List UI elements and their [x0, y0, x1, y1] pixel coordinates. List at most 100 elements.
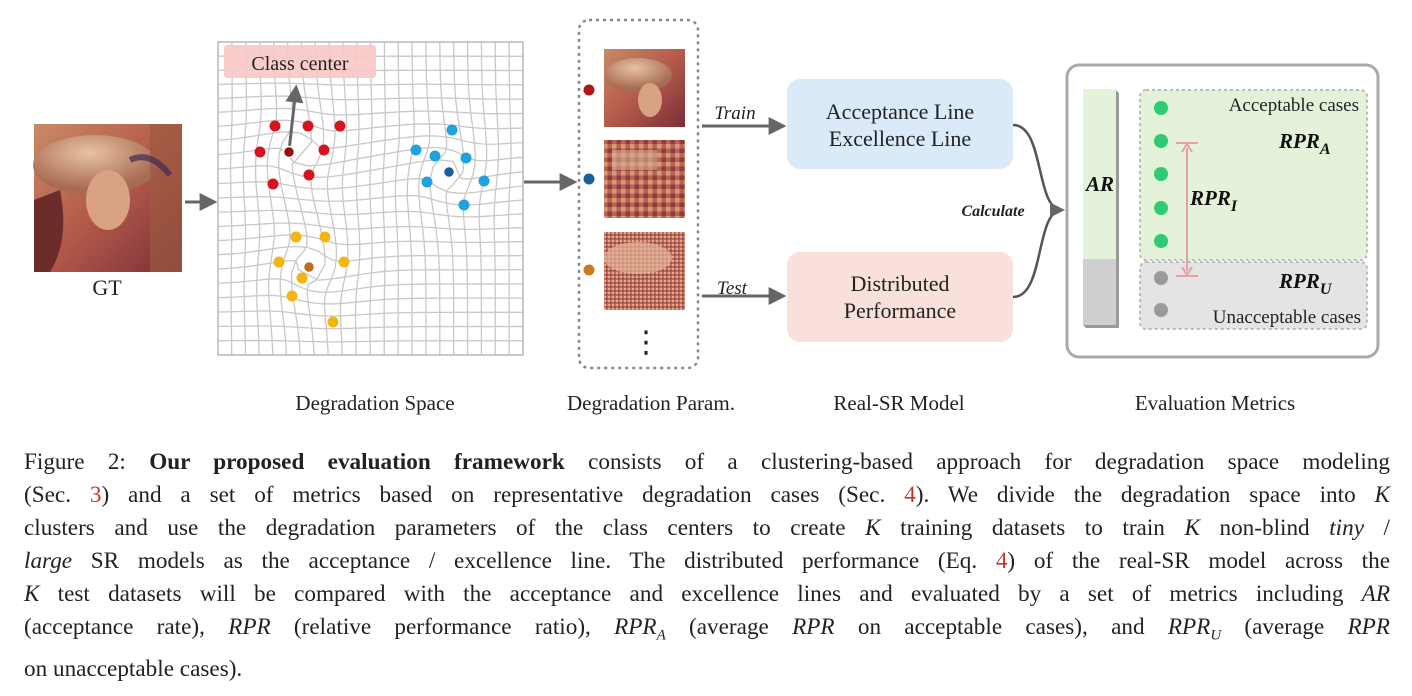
caption-math: K — [1184, 515, 1200, 541]
caption-reference-link[interactable]: 3 — [89, 482, 102, 508]
distributed-performance-box — [787, 252, 1013, 342]
section-degradation-space: Degradation Space — [295, 391, 454, 415]
caption-reference-link[interactable]: 4 — [904, 482, 916, 508]
cluster-point — [421, 176, 433, 188]
cluster-point — [458, 199, 470, 211]
caption-math: AR — [1361, 581, 1390, 607]
class-center-arrow — [285, 84, 304, 152]
caption-text: SR models as the acceptance / excellence… — [72, 548, 996, 574]
caption-reference-link[interactable]: 4 — [995, 548, 1008, 574]
caption-text: clusters and use the degradation paramet… — [24, 515, 866, 541]
acceptable-region — [1139, 89, 1368, 261]
cluster-point — [429, 150, 441, 162]
caption-line: K test datasets will be compared with th… — [24, 578, 1390, 611]
caption-line: large SR models as the acceptance / exce… — [24, 545, 1390, 578]
cluster-point — [478, 175, 490, 187]
section-evaluation-metrics: Evaluation Metrics — [1135, 391, 1295, 415]
excellence-line-label: Excellence Line — [829, 126, 971, 151]
caption-text: (Sec. — [24, 482, 90, 508]
caption-text: / — [1364, 515, 1390, 541]
unacceptable-region — [1139, 261, 1368, 330]
ar-bar-gray — [1083, 259, 1116, 325]
cluster-point — [460, 152, 472, 164]
unacceptable-cases-label: Unacceptable cases — [1213, 307, 1361, 328]
rpr-i-label: RPRI — [1189, 186, 1238, 215]
caption-text: test datasets will be compared with the … — [39, 581, 1362, 607]
rpr-i-base: RPR — [1189, 186, 1231, 210]
acceptable-dots — [1154, 101, 1168, 248]
acceptance-line-label: Acceptance Line — [826, 99, 974, 124]
unacceptable-dots — [1154, 271, 1168, 317]
cluster-center-point — [282, 145, 296, 159]
cluster-points — [254, 120, 490, 328]
cluster-point — [269, 120, 281, 132]
calculate-curve-top — [1012, 123, 1063, 212]
rpr-a-sub: A — [1319, 141, 1331, 158]
rpr-i-bracket — [1176, 142, 1198, 277]
caption-italic: tiny — [1329, 515, 1364, 541]
caption-text: training datasets to train — [880, 515, 1185, 541]
param-dot-orange — [583, 264, 595, 276]
cluster-point — [334, 120, 346, 132]
figure-caption: Figure 2: Our proposed evaluation framew… — [24, 446, 1390, 686]
caption-text: ). We divide the degradation space into — [915, 482, 1375, 508]
degradation-param-frame — [577, 18, 700, 370]
caption-bold: Our proposed evaluation framework — [149, 449, 565, 475]
distributed-label: Distributed — [851, 271, 950, 296]
ar-label: AR — [1084, 172, 1114, 196]
param-image-clean — [604, 49, 685, 127]
caption-math: K — [865, 515, 881, 541]
cluster-point — [296, 272, 308, 284]
ar-bar-green — [1083, 89, 1116, 259]
cluster-point — [446, 124, 458, 136]
train-label: Train — [714, 103, 755, 124]
cluster-point — [319, 231, 331, 243]
rpr-i-sub: I — [1230, 198, 1238, 215]
cluster-point — [410, 144, 422, 156]
caption-text: (average — [1221, 614, 1348, 640]
cluster-point — [273, 256, 285, 268]
caption-math: RPR — [228, 614, 271, 640]
calculate-curve-bottom — [1012, 202, 1065, 299]
caption-text: (acceptance rate), — [24, 614, 229, 640]
gt-label: GT — [92, 275, 122, 300]
cluster-point — [286, 290, 298, 302]
caption-line: on unacceptable cases). — [24, 653, 1390, 686]
cluster-point — [303, 169, 315, 181]
acceptance-excellence-box — [787, 79, 1013, 169]
caption-math: RPRA — [614, 614, 666, 644]
class-center-label: Class center — [251, 53, 349, 75]
caption-text: ) and a set of metrics based on represen… — [101, 482, 905, 508]
test-label: Test — [717, 278, 748, 299]
cluster-point — [338, 256, 350, 268]
cluster-point — [267, 178, 279, 190]
caption-text: Figure 2: — [24, 449, 150, 475]
caption-math: RPR — [792, 614, 835, 640]
param-image-pixelated — [604, 140, 685, 218]
caption-text: (relative performance ratio), — [270, 614, 615, 640]
caption-text: consists of a clustering-based approach … — [564, 449, 1390, 475]
caption-math: RPR — [1347, 614, 1390, 640]
caption-line: Figure 2: Our proposed evaluation framew… — [24, 446, 1390, 479]
caption-text: on acceptable cases), and — [834, 614, 1168, 640]
cluster-point — [318, 144, 330, 156]
framework-figure: GT Class center ⋮ Train Test Acceptance … — [33, 18, 1380, 415]
section-degradation-param: Degradation Param. — [567, 391, 735, 415]
calculate-label: Calculate — [961, 203, 1024, 220]
caption-line: (Sec. 3) and a set of metrics based on r… — [24, 479, 1390, 512]
caption-line: clusters and use the degradation paramet… — [24, 512, 1390, 545]
cluster-center-point — [302, 260, 316, 274]
rpr-u-base: RPR — [1278, 269, 1320, 293]
degradation-space-grid — [217, 41, 524, 356]
cluster-point — [327, 316, 339, 328]
param-dot-blue — [583, 173, 595, 185]
caption-italic: large — [24, 548, 73, 574]
caption-text: on unacceptable cases). — [24, 655, 243, 682]
caption-text: non-blind — [1199, 515, 1330, 541]
caption-text: ) of the real-SR model across the — [1007, 548, 1390, 574]
cluster-point — [302, 120, 314, 132]
param-ellipsis: ⋮ — [631, 325, 661, 360]
cluster-point — [254, 146, 266, 158]
class-center-box — [224, 45, 376, 78]
rpr-a-base: RPR — [1278, 129, 1320, 153]
